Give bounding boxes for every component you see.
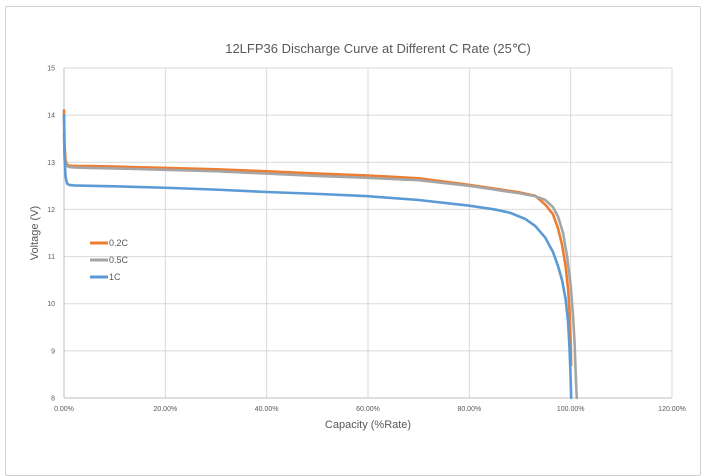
x-tick-label: 20.00%: [153, 406, 177, 413]
y-tick-label: 14: [47, 113, 55, 120]
series-line-0_5c: [62, 132, 579, 400]
discharge-chart: 12LFP36 Discharge Curve at Different C R…: [29, 41, 686, 431]
legend-label: 1C: [109, 272, 121, 282]
y-tick-label: 13: [47, 160, 55, 167]
x-tick-label: 0.00%: [54, 406, 74, 413]
y-tick-label: 12: [47, 207, 55, 214]
legend: 0.2C 0.5C 1C: [90, 238, 129, 282]
x-tick-label: 120.00%: [658, 406, 686, 413]
y-tick-label: 11: [48, 254, 55, 261]
y-tick-label: 8: [51, 396, 55, 403]
x-tick-label: 60.00%: [356, 406, 380, 413]
y-tick-label: 10: [47, 301, 55, 308]
chart-title: 12LFP36 Discharge Curve at Different C R…: [225, 41, 531, 56]
grid: [63, 67, 673, 399]
legend-label: 0.2C: [109, 238, 129, 248]
y-tick-label: 15: [47, 66, 55, 73]
x-axis-title: Capacity (%Rate): [325, 419, 411, 431]
series-lines: [62, 109, 579, 400]
x-tick-label: 80.00%: [457, 406, 481, 413]
series-line-1c: [62, 113, 573, 400]
x-tick-labels: 0.00% 20.00% 40.00% 60.00% 80.00% 100.00% 120.…: [54, 406, 686, 413]
y-tick-labels: 8 9 10 11 12 13 14 15: [47, 66, 55, 403]
legend-label: 0.5C: [109, 255, 129, 265]
series-line-0_2c: [62, 109, 573, 367]
y-axis-title: Voltage (V): [29, 206, 41, 260]
x-tick-label: 40.00%: [255, 406, 279, 413]
x-tick-label: 100.00%: [557, 406, 585, 413]
y-tick-label: 9: [51, 348, 55, 355]
